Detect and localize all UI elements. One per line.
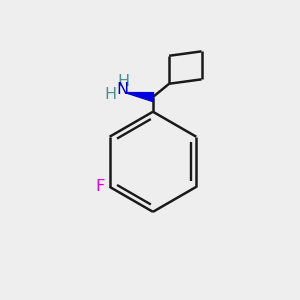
Polygon shape — [125, 93, 154, 101]
Text: F: F — [95, 179, 104, 194]
Text: H: H — [105, 87, 117, 102]
Text: N: N — [116, 82, 128, 97]
Text: H: H — [117, 74, 130, 89]
